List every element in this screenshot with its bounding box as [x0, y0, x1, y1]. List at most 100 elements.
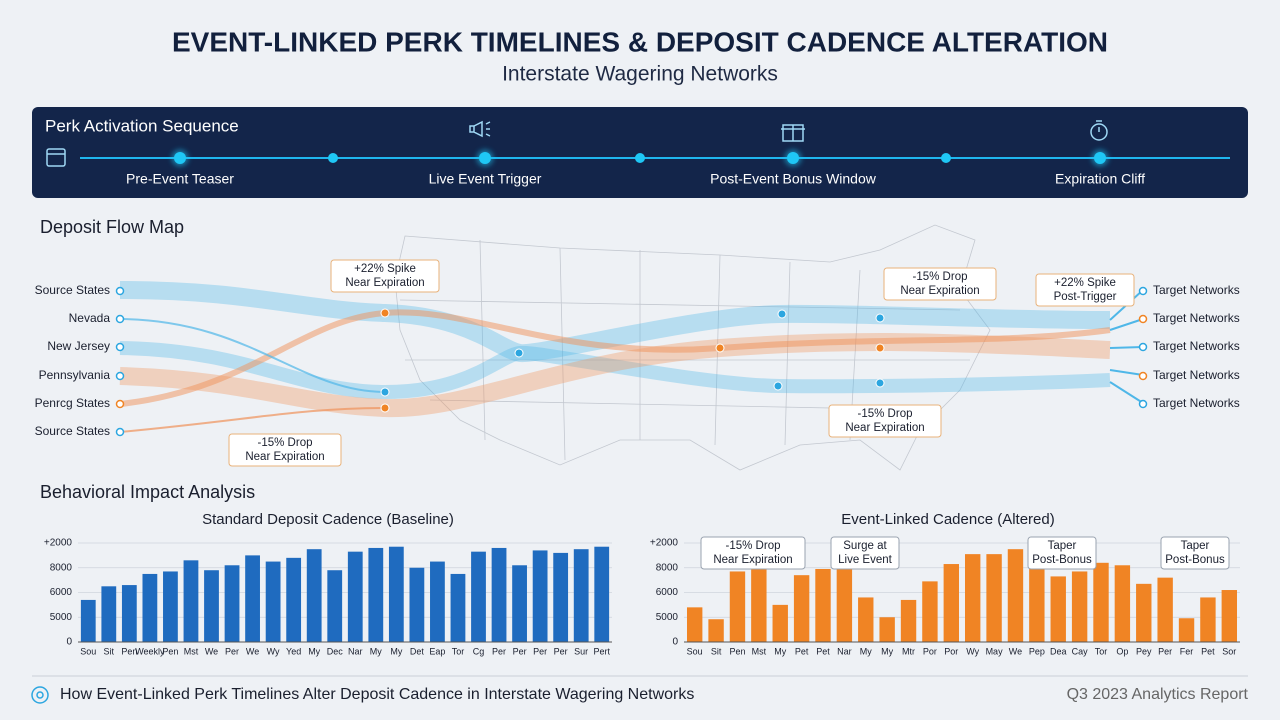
bar [1071, 571, 1088, 642]
bar [793, 575, 810, 642]
callout-box [883, 267, 997, 301]
x-tick-label: Pey [1136, 646, 1152, 656]
bar [163, 571, 178, 642]
timeline-dot [1094, 152, 1106, 164]
bar [245, 555, 260, 642]
callout-text: Near Expiration [845, 422, 924, 434]
callout-text: Near Expiration [345, 277, 424, 289]
bar [471, 551, 486, 642]
bar [573, 549, 589, 642]
bar [142, 573, 158, 642]
callout-text: Near Expiration [245, 451, 324, 463]
bar [1007, 549, 1024, 642]
callout-box [330, 259, 440, 293]
callout-text: Near Expiration [713, 554, 792, 566]
bar [594, 546, 610, 642]
x-tick-label: Per [492, 646, 506, 656]
source-node [115, 342, 125, 352]
target-label: Target Networks [1153, 339, 1240, 353]
bar [751, 566, 767, 642]
page-title: EVENT-LINKED PERK TIMELINES & DEPOSIT CA… [172, 26, 1108, 57]
callout-text: Taper [1048, 540, 1077, 552]
callout-text: +22% Spike [354, 263, 416, 275]
x-tick-label: Nar [837, 646, 852, 656]
callout-box [828, 404, 942, 438]
bar [1200, 597, 1216, 642]
x-tick-label: Per [225, 646, 239, 656]
y-tick-label: 6000 [50, 587, 73, 598]
bar [858, 597, 874, 642]
x-tick-label: My [881, 646, 893, 656]
target-label: Target Networks [1153, 368, 1240, 382]
x-tick-label: Pen [729, 646, 745, 656]
source-node [115, 314, 125, 324]
x-tick-label: My [308, 646, 320, 656]
flow-map-title: Deposit Flow Map [40, 217, 184, 237]
x-tick-label: Per [533, 646, 547, 656]
x-tick-label: Nar [348, 646, 363, 656]
callout-box [228, 433, 342, 467]
x-tick-label: Sor [1222, 646, 1236, 656]
target-node [1138, 314, 1148, 324]
x-tick-label: My [860, 646, 872, 656]
callout-box [1160, 536, 1230, 570]
timeline-panel [32, 107, 1248, 198]
timeline-step: Live Event Trigger [429, 171, 542, 187]
bar [1050, 576, 1066, 642]
bar [686, 607, 703, 642]
x-tick-label: Weekly [135, 646, 165, 656]
bar [265, 561, 281, 642]
source-node [115, 371, 125, 381]
x-tick-label: Tor [1095, 646, 1108, 656]
x-tick-label: Op [1116, 646, 1128, 656]
x-tick-label: Sit [104, 646, 115, 656]
callout-text: Post-Bonus [1032, 554, 1092, 566]
bar [327, 570, 343, 642]
x-tick-label: Pet [795, 646, 809, 656]
source-label: Source States [35, 283, 110, 297]
x-tick-label: We [246, 646, 259, 656]
x-tick-label: Pen [162, 646, 178, 656]
y-tick-label: 6000 [656, 587, 679, 598]
callout-text: Taper [1181, 540, 1210, 552]
bar [512, 565, 527, 642]
bar [879, 617, 895, 642]
x-tick-label: Eap [429, 646, 445, 656]
y-tick-label: 0 [66, 637, 72, 648]
timeline-dot [941, 153, 951, 163]
x-tick-label: Mst [752, 646, 767, 656]
x-tick-label: Yed [286, 646, 301, 656]
y-tick-label: 8000 [50, 562, 73, 573]
bar [388, 546, 404, 642]
x-tick-label: Dea [1050, 646, 1067, 656]
bar [729, 571, 746, 642]
bar [1136, 583, 1152, 642]
x-tick-label: Fer [1180, 646, 1194, 656]
chart-title: Standard Deposit Cadence (Baseline) [202, 511, 454, 528]
callout-text: Post-Bonus [1165, 554, 1225, 566]
timeline-step: Expiration Cliff [1055, 171, 1145, 187]
bar [204, 570, 219, 642]
timeline-dot [328, 153, 338, 163]
x-tick-label: Pen [121, 646, 137, 656]
source-label: Penrcg States [35, 396, 110, 410]
bar [430, 561, 445, 642]
bar [964, 554, 981, 642]
bar [900, 599, 917, 642]
callout-box [700, 536, 806, 570]
target-node [1138, 371, 1148, 381]
timeline-step: Post-Event Bonus Window [710, 171, 877, 187]
bar [450, 573, 466, 642]
y-tick-label: 8000 [656, 562, 679, 573]
chart-title: Event-Linked Cadence (Altered) [841, 511, 1054, 528]
x-tick-label: Pet [1201, 646, 1215, 656]
x-tick-label: Cay [1072, 646, 1089, 656]
timeline-dot [479, 152, 491, 164]
callout-text: Surge at [843, 540, 887, 552]
x-tick-label: Pet [816, 646, 830, 656]
target-label: Target Networks [1153, 311, 1240, 325]
x-tick-label: May [986, 646, 1004, 656]
timeline-dot [787, 152, 799, 164]
x-tick-label: Pep [1029, 646, 1045, 656]
